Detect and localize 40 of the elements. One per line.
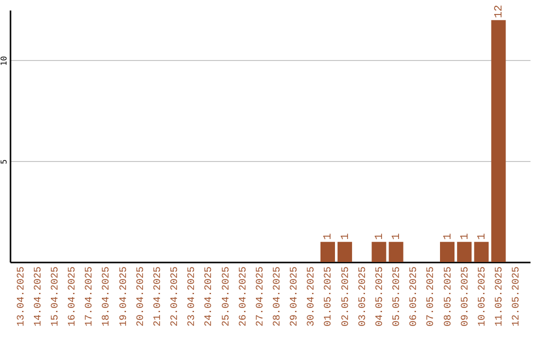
data-label: 1 — [374, 232, 386, 240]
x-tick-label: 29.04.2025 — [290, 266, 301, 327]
x-tick-label: 22.04.2025 — [170, 266, 182, 327]
y-tick-label: 10 — [0, 56, 8, 66]
data-label: 1 — [459, 232, 472, 240]
x-tick-label: 14.04.2025 — [33, 266, 44, 327]
x-tick-label: 16.04.2025 — [68, 266, 79, 327]
x-tick-label: 17.04.2025 — [84, 266, 96, 327]
data-label: 12 — [493, 4, 506, 18]
data-label: 1 — [340, 232, 352, 240]
data-label: 1 — [442, 232, 454, 240]
x-tick-label: 23.04.2025 — [187, 266, 198, 327]
data-label: 1 — [476, 232, 488, 240]
x-tick-label: 06.05.2025 — [409, 266, 420, 327]
x-tick-label: 02.05.2025 — [340, 266, 352, 327]
x-tick-label: 10.05.2025 — [477, 266, 488, 327]
x-tick-label: 03.05.2025 — [358, 266, 369, 327]
x-tick-label: 05.05.2025 — [392, 266, 404, 327]
x-tick-label: 28.04.2025 — [272, 266, 284, 327]
x-tick-label: 24.04.2025 — [204, 266, 216, 327]
x-tick-label: 04.05.2025 — [374, 266, 386, 327]
x-tick-label: 08.05.2025 — [443, 266, 454, 327]
x-tick-label: 30.04.2025 — [306, 266, 318, 327]
y-tick-label: 5 — [0, 159, 8, 164]
x-tick-label: 27.04.2025 — [255, 266, 266, 327]
x-tick-label: 20.04.2025 — [136, 266, 147, 327]
x-tick-label: 19.04.2025 — [118, 266, 130, 327]
x-tick-label: 07.05.2025 — [426, 266, 438, 327]
data-label: 1 — [322, 232, 335, 240]
x-tick-label: 01.05.2025 — [324, 266, 335, 327]
data-label: 1 — [391, 232, 404, 240]
x-tick-label: 26.04.2025 — [238, 266, 250, 327]
x-tick-label: 15.04.2025 — [50, 266, 62, 327]
x-tick-label: 12.05.2025 — [512, 266, 523, 327]
x-tick-label: 25.04.2025 — [221, 266, 232, 327]
x-tick-label: 21.04.2025 — [152, 266, 164, 327]
x-tick-label: 11.05.2025 — [494, 266, 506, 327]
x-tick-label: 09.05.2025 — [460, 266, 472, 327]
x-tick-label: 13.04.2025 — [16, 266, 28, 327]
x-tick-label: 18.04.2025 — [102, 266, 113, 327]
